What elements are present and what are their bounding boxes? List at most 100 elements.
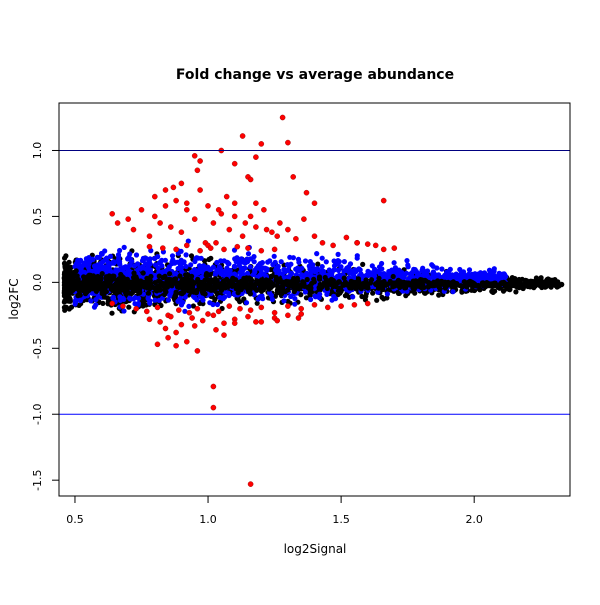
data-point-black	[206, 256, 212, 263]
data-point-blue	[287, 254, 293, 260]
data-point-red	[178, 180, 185, 187]
data-point-black	[147, 286, 153, 292]
data-point-blue	[319, 255, 325, 261]
data-point-black	[254, 300, 260, 306]
data-point-red	[109, 300, 115, 307]
data-point-black	[161, 274, 167, 280]
data-point-black	[121, 287, 127, 293]
y-axis-label: log2FC	[7, 278, 21, 319]
data-point-blue	[486, 272, 492, 278]
data-point-black	[445, 279, 451, 285]
data-point-black	[315, 261, 321, 267]
data-point-red	[351, 301, 358, 308]
data-point-red	[183, 206, 190, 213]
data-point-black	[273, 274, 279, 280]
data-point-black	[163, 289, 169, 295]
data-point-red	[191, 216, 198, 222]
data-point-blue	[381, 271, 387, 277]
data-point-red	[154, 304, 161, 311]
data-point-blue	[296, 259, 302, 265]
data-point-blue	[110, 295, 116, 301]
data-point-blue	[222, 294, 228, 300]
data-point-red	[210, 220, 217, 226]
data-point-blue	[216, 266, 222, 272]
data-point-red	[162, 325, 169, 332]
data-point-blue	[307, 271, 313, 277]
data-point-blue	[318, 268, 324, 274]
data-point-black	[84, 288, 91, 294]
data-point-blue	[364, 273, 370, 279]
data-point-black	[391, 281, 397, 287]
data-point-red	[221, 320, 227, 327]
data-point-black	[246, 289, 252, 295]
data-point-black	[436, 285, 442, 291]
data-point-blue	[501, 275, 507, 281]
data-point-red	[183, 200, 190, 206]
data-point-black	[93, 288, 99, 294]
data-point-blue	[121, 308, 127, 314]
y-tick-label: 1.0	[31, 142, 44, 160]
data-point-black	[120, 279, 126, 285]
data-point-black	[156, 273, 162, 279]
data-point-blue	[240, 271, 246, 277]
data-point-blue	[346, 264, 352, 270]
data-point-black	[252, 281, 258, 287]
data-point-blue	[171, 259, 177, 265]
data-point-black	[133, 274, 139, 280]
data-point-blue	[147, 261, 153, 267]
data-point-blue	[115, 252, 122, 258]
data-point-blue	[335, 251, 341, 257]
data-point-red	[293, 235, 299, 242]
data-point-black	[67, 270, 73, 276]
data-point-red	[237, 305, 243, 312]
data-point-black	[241, 275, 247, 281]
data-point-blue	[98, 250, 105, 257]
data-point-red	[170, 184, 177, 191]
data-point-black	[381, 296, 387, 302]
data-point-black	[142, 279, 148, 286]
data-point-black	[220, 284, 226, 290]
data-point-red	[183, 338, 190, 345]
data-point-red	[199, 317, 206, 324]
data-point-blue	[496, 270, 502, 276]
data-point-black	[81, 274, 87, 280]
chart-title: Fold change vs average abundance	[176, 67, 454, 83]
data-point-black	[275, 285, 281, 291]
data-point-black	[481, 283, 487, 289]
data-point-blue	[236, 262, 242, 268]
data-point-red	[162, 203, 169, 209]
data-point-black	[410, 285, 416, 291]
data-point-red	[133, 305, 139, 312]
data-point-black	[298, 292, 304, 298]
data-point-blue	[375, 289, 381, 295]
data-point-red	[213, 326, 219, 333]
data-point-black	[203, 282, 209, 288]
data-point-blue	[214, 259, 220, 266]
data-point-black	[355, 278, 361, 284]
data-point-blue	[111, 259, 117, 265]
data-point-black	[188, 281, 195, 287]
data-point-red	[372, 242, 379, 249]
data-point-red	[239, 233, 246, 239]
data-point-black	[368, 277, 375, 283]
data-point-blue	[237, 274, 243, 281]
data-point-black	[169, 283, 175, 289]
data-point-blue	[191, 267, 198, 273]
data-point-red	[151, 213, 158, 220]
data-point-black	[85, 284, 91, 290]
data-point-red	[215, 308, 222, 315]
data-point-blue	[351, 273, 357, 279]
data-point-red	[231, 213, 238, 220]
data-point-blue	[185, 238, 191, 244]
data-point-red	[109, 210, 115, 217]
data-point-red	[285, 139, 291, 146]
data-point-black	[335, 288, 341, 294]
data-point-red	[253, 200, 259, 206]
data-point-blue	[93, 267, 99, 273]
data-point-blue	[247, 264, 253, 270]
data-point-red	[194, 167, 201, 174]
data-point-red	[311, 301, 318, 308]
data-point-blue	[302, 289, 308, 295]
data-point-blue	[130, 296, 137, 302]
data-point-blue	[77, 298, 83, 304]
